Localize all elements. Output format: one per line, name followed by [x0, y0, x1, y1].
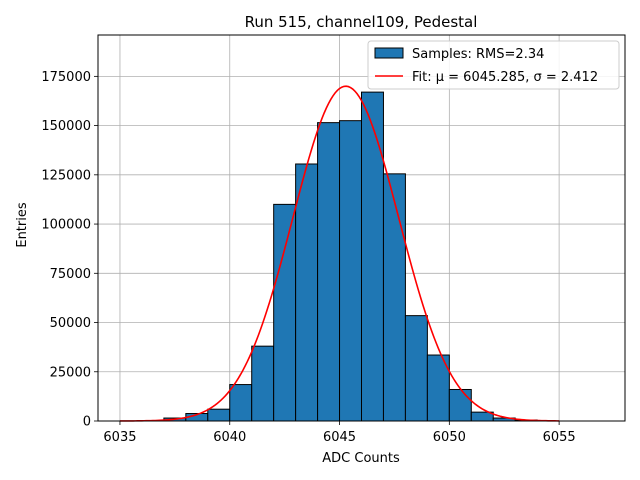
legend-swatch-samples: [374, 47, 404, 59]
plot-frame: [97, 34, 626, 422]
histogram-bar: [448, 388, 472, 422]
histogram-bar: [229, 384, 253, 422]
y-tick-label: 75000: [50, 267, 91, 282]
y-tick-label: 100000: [41, 218, 91, 233]
y-tick-label: 150000: [41, 119, 91, 134]
histogram-bar: [273, 203, 297, 422]
legend-label-samples: Samples: RMS=2.34: [412, 47, 544, 62]
x-axis: 6035 6040 6045 6050 6055: [103, 421, 576, 445]
chart-title: Run 515, channel109, Pedestal: [245, 13, 478, 31]
histogram-bar: [361, 91, 384, 422]
legend-box: [367, 40, 620, 90]
y-tick-label: 125000: [41, 168, 91, 183]
histogram-bar: [207, 408, 231, 422]
y-tick-label: 0: [83, 415, 91, 430]
x-tick-label: 6035: [103, 430, 136, 445]
histogram-bar: [251, 345, 275, 422]
histogram-bar: [317, 122, 341, 422]
legend: Samples: RMS=2.34 Fit: μ = 6045.285, σ =…: [367, 40, 620, 90]
y-tick-label: 175000: [41, 70, 91, 85]
histogram-bar: [339, 120, 362, 422]
x-tick-label: 6050: [433, 430, 466, 445]
histogram-bar: [404, 315, 428, 422]
legend-label-fit: Fit: μ = 6045.285, σ = 2.412: [412, 70, 598, 85]
y-tick-label: 50000: [50, 316, 91, 331]
x-axis-title: ADC Counts: [322, 451, 400, 466]
x-tick-label: 6040: [213, 430, 246, 445]
y-axis-title: Entries: [15, 202, 30, 248]
y-tick-label: 25000: [50, 365, 91, 380]
histogram-bar: [295, 163, 319, 422]
x-tick-label: 6045: [323, 430, 356, 445]
x-tick-label: 6055: [543, 430, 576, 445]
fit-curve: [119, 85, 560, 422]
histogram-bar: [382, 173, 406, 422]
y-axis: 0 25000 50000 75000 100000 125000 150000 175000: [41, 70, 98, 430]
